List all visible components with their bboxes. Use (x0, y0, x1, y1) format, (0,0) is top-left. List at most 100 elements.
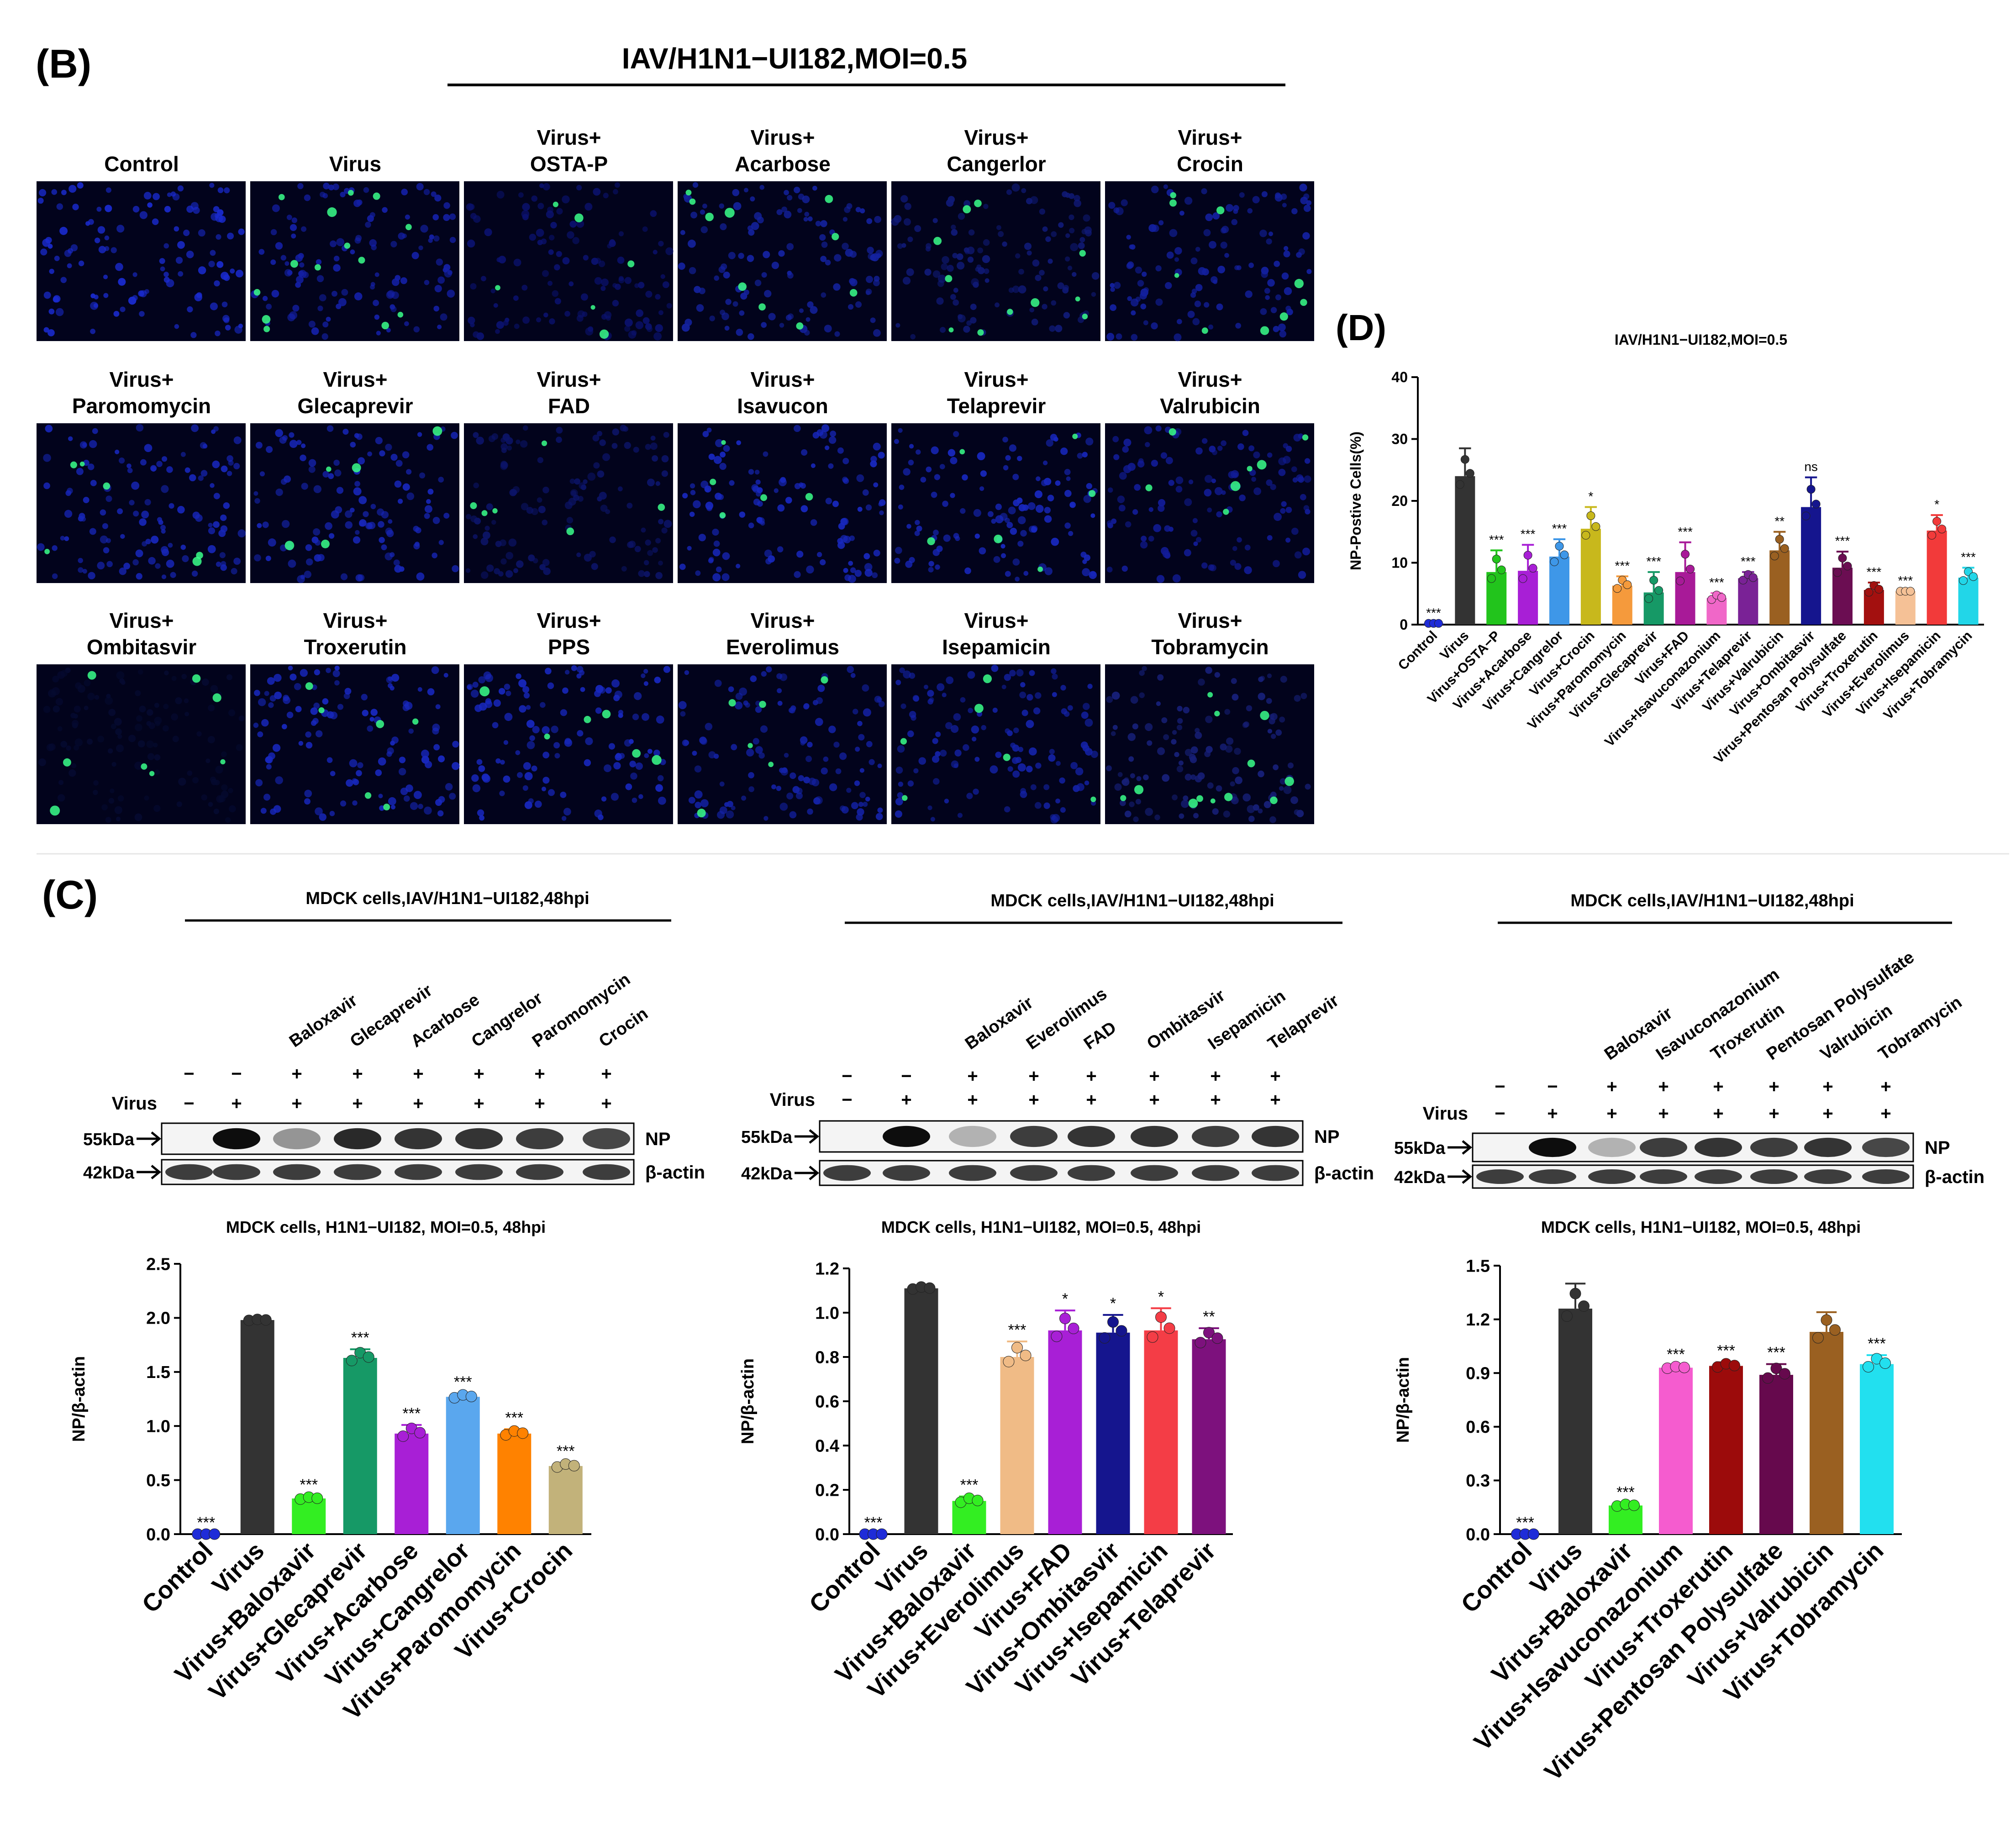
nucleus-dot (1026, 694, 1033, 701)
nucleus-dot (1286, 309, 1293, 316)
nucleus-dot (663, 431, 669, 438)
nucleus-dot (804, 330, 810, 336)
nucleus-dot (726, 800, 733, 808)
nucleus-dot (650, 436, 656, 441)
actin-band (213, 1164, 260, 1180)
nucleus-dot (682, 493, 688, 499)
nucleus-dot (190, 332, 197, 338)
nucleus-dot (354, 481, 360, 487)
nucleus-dot (208, 522, 213, 528)
chart-title: IAV/H1N1−UI182,MOI=0.5 (1615, 331, 1787, 348)
nucleus-dot (532, 726, 540, 734)
nucleus-dot (144, 289, 149, 294)
nucleus-dot (87, 693, 95, 700)
nucleus-dot (1021, 710, 1028, 716)
nucleus-dot (505, 317, 510, 322)
nucleus-dot (539, 183, 544, 188)
nucleus-dot (193, 206, 200, 214)
nucleus-dot (1153, 524, 1162, 532)
nucleus-dot (1294, 551, 1302, 559)
nucleus-dot (1007, 730, 1013, 736)
nucleus-dot (1261, 271, 1268, 278)
nucleus-dot (1275, 294, 1281, 300)
significance-label: *** (1516, 1514, 1534, 1531)
nucleus-dot (1121, 565, 1128, 572)
nucleus-dot (82, 568, 87, 574)
y-tick-label: 0.6 (815, 1392, 839, 1411)
nucleus-dot (928, 567, 934, 573)
actin-band (1529, 1169, 1576, 1184)
nucleus-dot (692, 751, 697, 756)
nucleus-dot (1205, 667, 1212, 674)
nucleus-dot (526, 741, 535, 749)
nucleus-dot (1184, 749, 1192, 756)
np-label: NP (1925, 1138, 1950, 1158)
nucleus-dot (708, 751, 716, 759)
nucleus-dot (436, 258, 443, 266)
nucleus-dot (624, 739, 632, 747)
nucleus-dot (299, 262, 305, 268)
nucleus-dot (1208, 324, 1214, 330)
nucleus-dot (213, 521, 220, 528)
nucleus-dot (238, 715, 245, 721)
nucleus-dot (100, 509, 106, 516)
nucleus-dot (747, 333, 754, 340)
nucleus-dot (114, 718, 122, 726)
nucleus-dot (1018, 285, 1026, 294)
nucleus-dot (216, 234, 221, 240)
nucleus-dot (1232, 546, 1237, 551)
nucleus-dot (1247, 805, 1255, 813)
data-point (1561, 1310, 1573, 1322)
nucleus-dot (426, 499, 431, 504)
significance-label: *** (505, 1409, 523, 1426)
nucleus-dot (472, 682, 479, 688)
nucleus-dot (862, 684, 869, 692)
nucleus-dot (1148, 536, 1154, 542)
nucleus-dot (187, 770, 193, 776)
nucleus-dot (642, 317, 650, 324)
nucleus-dot (542, 777, 550, 784)
nucleus-dot (254, 689, 260, 696)
data-point (1679, 1362, 1690, 1373)
nucleus-dot (491, 520, 496, 525)
np-positive-cell (314, 264, 321, 271)
nucleus-dot (784, 752, 789, 758)
nucleus-dot (517, 772, 523, 778)
nucleus-dot (78, 515, 84, 522)
nucleus-dot (144, 795, 149, 801)
nucleus-dot (973, 281, 979, 288)
nucleus-dot (984, 268, 990, 274)
nucleus-dot (500, 461, 508, 469)
nucleus-dot (1258, 693, 1265, 700)
nucleus-dot (447, 289, 455, 298)
data-point (1937, 525, 1947, 534)
nucleus-dot (225, 817, 231, 823)
nucleus-dot (115, 263, 123, 271)
np-positive-cell (963, 205, 971, 214)
marker-arrow (795, 1166, 819, 1180)
nucleus-dot (828, 463, 834, 469)
nucleus-dot (1224, 709, 1231, 715)
np-band (883, 1125, 930, 1147)
nucleus-dot (111, 247, 117, 253)
nucleus-dot (898, 504, 903, 510)
nucleus-dot (289, 440, 298, 448)
np-positive-cell (253, 289, 261, 296)
nucleus-dot (397, 499, 403, 504)
nucleus-dot (68, 436, 73, 442)
nucleus-dot (1077, 452, 1083, 459)
nucleus-dot (940, 326, 946, 333)
nucleus-dot (657, 775, 664, 782)
nucleus-dot (574, 478, 581, 485)
nucleus-dot (438, 755, 445, 762)
nucleus-dot (480, 571, 489, 579)
nucleus-dot (799, 482, 804, 487)
drug-sign: + (291, 1064, 302, 1084)
nucleus-dot (825, 498, 832, 505)
nucleus-dot (906, 268, 914, 276)
np-positive-cell (141, 763, 147, 770)
nucleus-dot (973, 509, 981, 517)
nucleus-dot (490, 288, 496, 294)
nucleus-dot (903, 468, 911, 476)
nucleus-dot (345, 510, 353, 518)
